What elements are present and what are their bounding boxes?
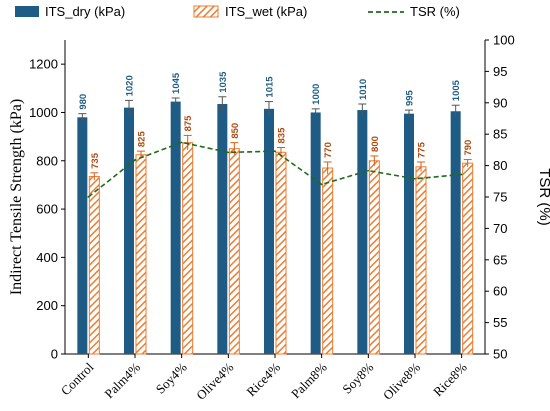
data-label-wet: 850 bbox=[230, 123, 241, 139]
right-tick-label: 50 bbox=[493, 347, 507, 362]
category-label: Soy8% bbox=[339, 359, 376, 396]
right-tick-label: 90 bbox=[493, 95, 507, 110]
tsr-point bbox=[227, 151, 230, 154]
bar-its-wet bbox=[322, 167, 334, 355]
right-tick-label: 85 bbox=[493, 127, 507, 142]
legend-swatch-its-dry bbox=[15, 6, 39, 17]
right-tick-label: 100 bbox=[493, 33, 515, 48]
data-label-dry: 1045 bbox=[171, 72, 182, 94]
category-label: Control bbox=[58, 359, 97, 398]
bars bbox=[77, 96, 474, 355]
left-tick-label: 600 bbox=[36, 202, 58, 217]
data-label-dry: 1035 bbox=[218, 71, 229, 93]
left-tick-label: 400 bbox=[36, 250, 58, 265]
category-label: Olive4% bbox=[193, 359, 236, 402]
bar-its-dry bbox=[310, 112, 321, 354]
data-label-wet: 875 bbox=[183, 115, 194, 132]
category-label: Rice8% bbox=[430, 359, 470, 399]
category-label: Palm8% bbox=[288, 359, 330, 401]
data-label-dry: 980 bbox=[78, 94, 89, 110]
data-label-dry: 1015 bbox=[265, 76, 276, 98]
bar-its-wet bbox=[462, 162, 474, 355]
right-tick-label: 80 bbox=[493, 158, 507, 173]
right-tick-label: 70 bbox=[493, 221, 507, 236]
category-label: Olive8% bbox=[380, 359, 423, 402]
y-axis-title: Indirect Tensile Strength (kPa) bbox=[8, 99, 25, 295]
bar-its-wet bbox=[275, 151, 287, 355]
tsr-point bbox=[87, 196, 90, 198]
bar-its-dry bbox=[124, 107, 134, 354]
tsr-point bbox=[274, 150, 276, 152]
legend-label-tsr: TSR (%) bbox=[410, 4, 460, 19]
data-labels: 980 735 1020 825 1045 875 1035 850 1015 835 1000 77… bbox=[78, 71, 474, 169]
bar-its-wet bbox=[135, 154, 147, 355]
bar-its-dry bbox=[264, 108, 274, 354]
category-label: Palm4% bbox=[101, 359, 143, 401]
data-label-wet: 790 bbox=[463, 140, 474, 156]
tsr-point bbox=[460, 173, 463, 176]
right-tick-label: 65 bbox=[493, 252, 507, 267]
bar-its-wet bbox=[415, 166, 427, 355]
data-label-wet: 835 bbox=[277, 127, 288, 144]
tsr-point bbox=[320, 183, 323, 186]
left-tick-label: 800 bbox=[36, 153, 58, 168]
bar-its-dry bbox=[450, 111, 461, 354]
legend: ITS_dry (kPa) ITS_wet (kPa) TSR (%) bbox=[15, 4, 460, 19]
right-tick-label: 95 bbox=[493, 64, 507, 79]
data-label-wet: 775 bbox=[417, 141, 428, 158]
left-tick-label: 0 bbox=[51, 347, 58, 362]
bar-its-dry bbox=[77, 117, 88, 355]
bar-its-wet bbox=[368, 160, 380, 355]
legend-swatch-its-wet bbox=[193, 5, 219, 18]
bar-its-dry bbox=[357, 110, 368, 355]
bar-its-wet bbox=[182, 142, 194, 355]
legend-label-its-dry: ITS_dry (kPa) bbox=[45, 4, 125, 19]
y2-axis-title: TSR (%) bbox=[536, 168, 550, 226]
bar-its-wet bbox=[88, 175, 100, 355]
bar-its-dry bbox=[217, 104, 228, 354]
tsr-point bbox=[180, 141, 183, 144]
right-tick-label: 75 bbox=[493, 190, 507, 205]
data-label-wet: 800 bbox=[370, 136, 381, 152]
category-label: Rice4% bbox=[243, 359, 283, 399]
tsr-point bbox=[134, 159, 136, 161]
left-tick-label: 200 bbox=[36, 298, 58, 313]
left-tick-label: 1200 bbox=[29, 57, 58, 72]
data-label-dry: 1000 bbox=[311, 84, 322, 105]
bar-its-dry bbox=[404, 113, 414, 355]
legend-label-its-wet: ITS_wet (kPa) bbox=[225, 4, 307, 19]
data-label-dry: 1010 bbox=[358, 79, 369, 100]
data-label-wet: 770 bbox=[323, 142, 334, 158]
right-tick-label: 60 bbox=[493, 284, 507, 299]
bar-its-dry bbox=[170, 101, 181, 354]
right-tick-label: 55 bbox=[493, 315, 507, 330]
data-label-dry: 1020 bbox=[125, 75, 136, 96]
category-label: Soy4% bbox=[153, 359, 190, 396]
tsr-point bbox=[367, 169, 370, 172]
data-label-dry: 995 bbox=[405, 89, 416, 106]
data-label-dry: 1005 bbox=[451, 79, 462, 101]
left-tick-label: 1000 bbox=[29, 105, 58, 120]
tsr-point bbox=[414, 177, 416, 180]
bar-its-wet bbox=[228, 148, 240, 355]
data-label-wet: 735 bbox=[90, 152, 101, 169]
data-label-wet: 825 bbox=[137, 131, 148, 148]
tsr-line bbox=[87, 141, 463, 198]
